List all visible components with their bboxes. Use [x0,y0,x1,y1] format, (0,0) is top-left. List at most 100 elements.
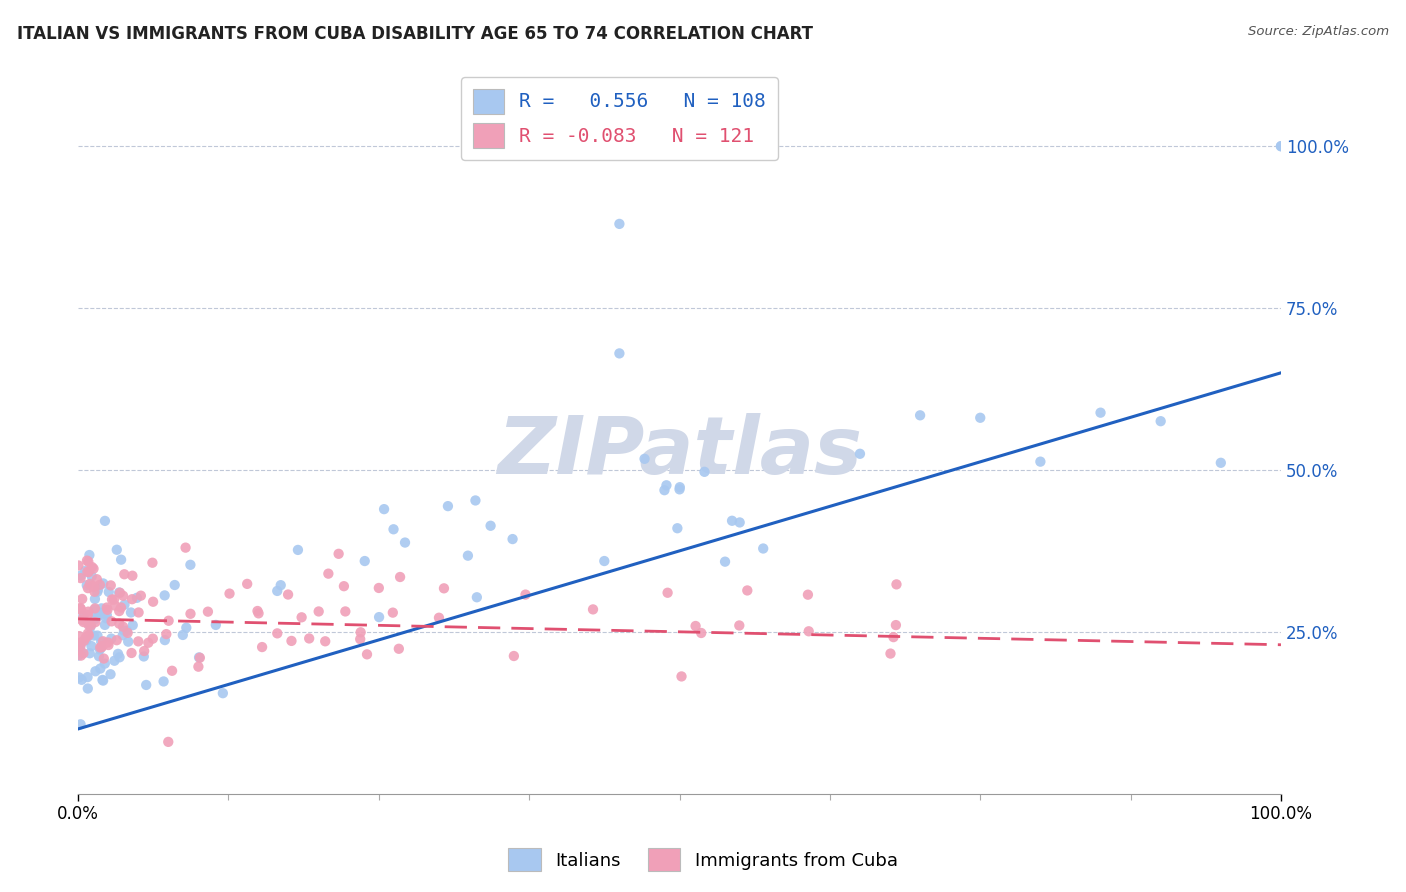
Point [90,640,112,654]
Point [465,591,488,605]
Point [90,601,112,615]
Point [1029,455,1052,469]
Point [176,621,198,635]
Point [135,678,157,692]
Point [91,673,114,687]
Point [111,628,134,642]
Point [76,607,98,622]
Point [298,632,321,646]
Point [76,553,98,567]
Point [886,577,908,591]
Point [77,555,100,569]
Point [1150,414,1173,428]
Point [349,632,371,647]
Point [70,648,93,663]
Point [609,346,631,360]
Point [280,634,302,648]
Point [86,572,108,586]
Point [333,579,356,593]
Point [100,615,122,629]
Point [382,522,405,536]
Legend: R =   0.556   N = 108, R = -0.083   N = 121: R = 0.556 N = 108, R = -0.083 N = 121 [461,77,778,160]
Point [464,493,486,508]
Point [87,649,110,664]
Point [120,606,142,620]
Point [141,556,163,570]
Point [1270,139,1292,153]
Point [93,651,115,665]
Point [197,605,219,619]
Point [318,566,340,581]
Point [103,654,125,668]
Point [100,667,122,681]
Point [121,568,143,582]
Point [89,578,111,592]
Point [69,571,91,585]
Point [879,647,901,661]
Point [84,601,107,615]
Point [76,670,98,684]
Point [90,640,112,655]
Point [654,483,676,498]
Point [250,640,273,654]
Point [89,606,111,620]
Point [367,581,389,595]
Point [502,532,524,546]
Point [90,634,112,648]
Point [96,603,118,617]
Point [86,629,108,643]
Point [79,620,101,634]
Point [89,662,111,676]
Point [797,624,820,639]
Point [152,674,174,689]
Point [797,588,820,602]
Point [127,634,149,648]
Point [136,636,159,650]
Point [502,648,524,663]
Point [142,632,165,646]
Point [657,586,679,600]
Point [70,613,93,627]
Point [153,588,176,602]
Point [105,542,128,557]
Point [669,480,692,494]
Point [110,552,132,566]
Point [388,641,411,656]
Point [91,673,114,688]
Point [108,616,131,631]
Point [142,595,165,609]
Point [67,629,90,643]
Point [83,629,105,643]
Point [157,735,180,749]
Point [96,608,118,623]
Point [75,633,97,648]
Point [394,535,416,549]
Point [287,543,309,558]
Point [350,625,373,640]
Point [101,592,124,607]
Point [73,607,96,621]
Point [77,628,100,642]
Point [882,630,904,644]
Point [77,626,100,640]
Point [107,647,129,661]
Point [84,615,107,629]
Point [205,618,228,632]
Point [105,633,128,648]
Point [108,586,131,600]
Point [67,558,90,573]
Point [75,631,97,645]
Point [87,609,110,624]
Point [247,607,270,621]
Point [80,618,103,632]
Point [97,638,120,652]
Point [73,633,96,648]
Point [89,640,111,655]
Point [70,568,93,582]
Point [112,589,135,603]
Point [212,686,235,700]
Point [690,626,713,640]
Point [83,602,105,616]
Point [884,618,907,632]
Point [67,642,90,657]
